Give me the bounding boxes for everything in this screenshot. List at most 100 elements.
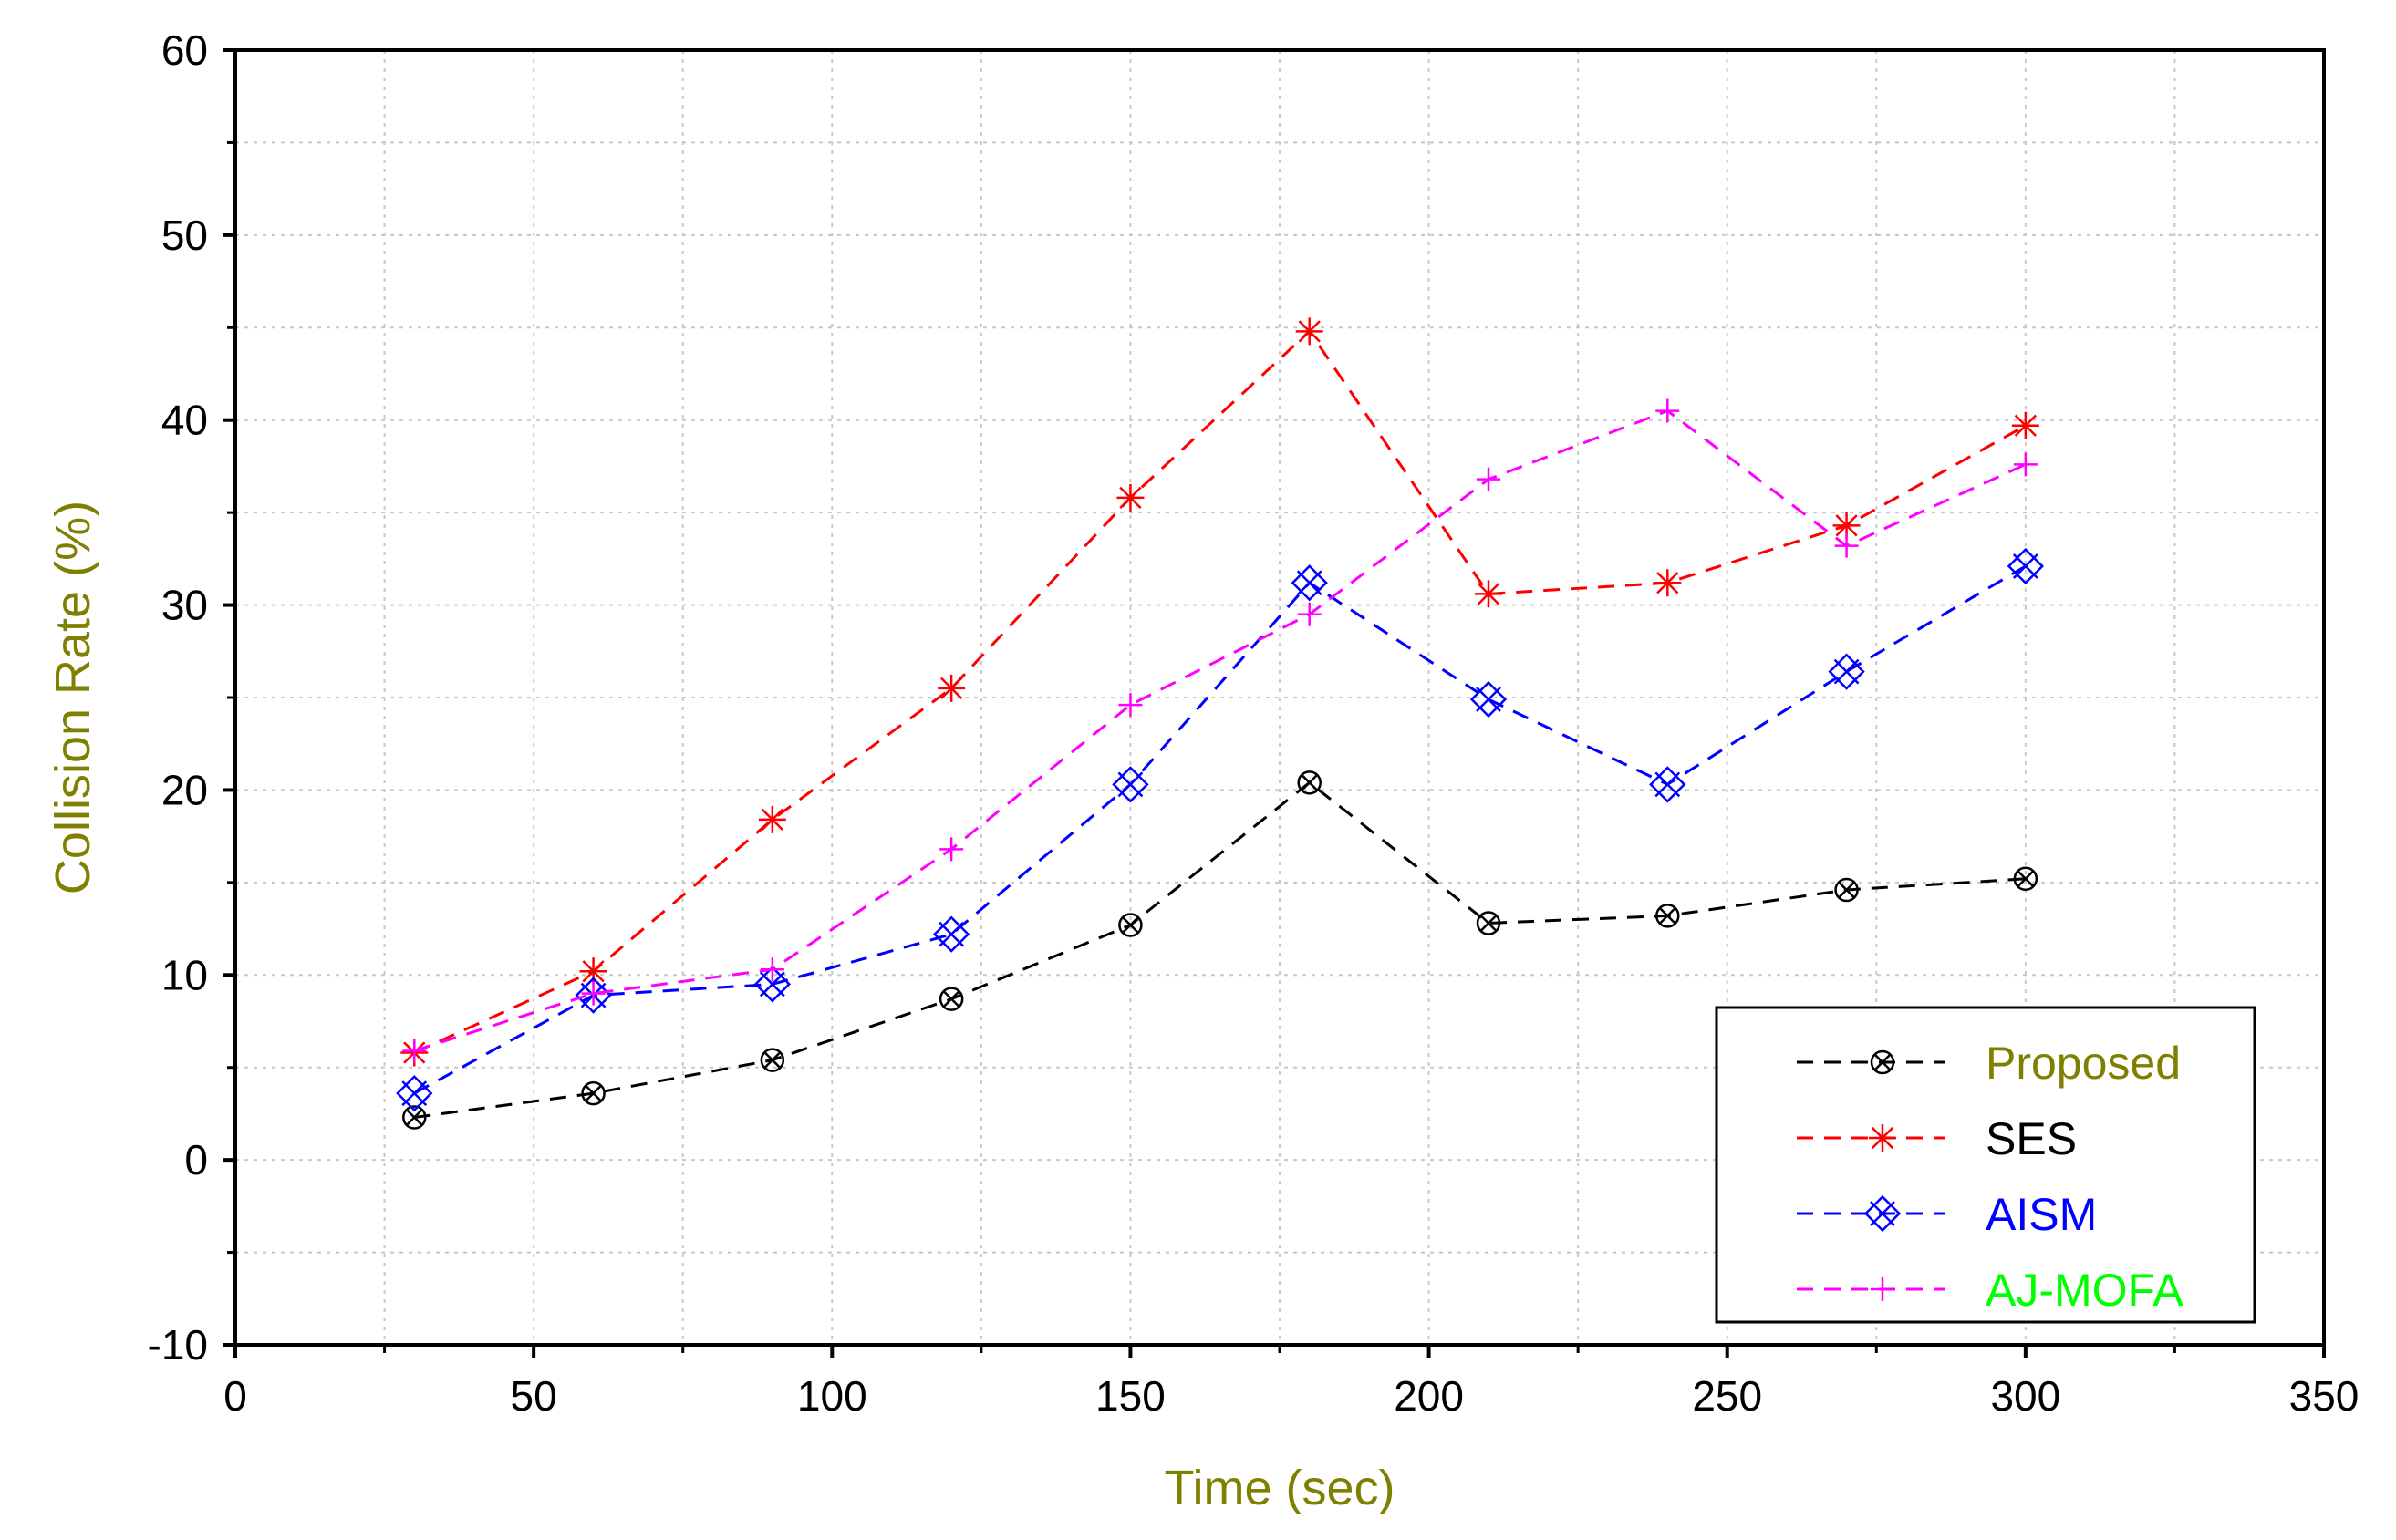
- marker-cross: [1873, 1053, 1892, 1071]
- data-point-ses: [758, 805, 786, 833]
- marker-cross: [405, 1109, 423, 1126]
- x-axis-title: Time (sec): [1165, 1461, 1395, 1515]
- legend-marker: [1871, 1277, 1894, 1301]
- x-tick-label: 350: [2289, 1372, 2360, 1420]
- data-point-aism: [932, 915, 970, 953]
- data-point-aism: [1291, 564, 1328, 602]
- data-point-aism: [1112, 766, 1149, 803]
- marker-stroke: [1477, 583, 1500, 605]
- marker-stroke: [1835, 514, 1858, 537]
- data-point-aism: [753, 966, 792, 1003]
- marker-cross: [2017, 870, 2035, 888]
- legend-marker: [1869, 1124, 1896, 1152]
- legend-label: SES: [1986, 1113, 2077, 1164]
- legend-item-ses: SES: [1797, 1113, 2077, 1164]
- marker-stroke: [761, 808, 783, 832]
- marker-circle: [760, 1048, 785, 1072]
- marker-stroke: [1298, 320, 1321, 343]
- series-line-aj-mofa: [413, 408, 2027, 1052]
- marker-stroke: [582, 960, 605, 983]
- marker-cross: [1479, 915, 1498, 932]
- legend-marker: [1870, 1049, 1895, 1075]
- marker-cross: [1117, 771, 1144, 798]
- axes: 0 50 100 150 200 250 300 350 -10 0 10 20 30 40 50 60: [148, 26, 2360, 1420]
- data-point-ses: [1295, 317, 1323, 346]
- x-tick-label: 250: [1692, 1372, 1762, 1420]
- legend-label: AISM: [1986, 1189, 2097, 1240]
- legend-label: AJ-MOFA: [1986, 1265, 2183, 1316]
- data-point-aism: [2007, 547, 2045, 585]
- marker-cross: [1122, 916, 1139, 934]
- data-point-ses: [2011, 411, 2039, 439]
- marker-cross: [1870, 1201, 1895, 1226]
- data-point-ses: [1654, 569, 1682, 597]
- marker-circle: [1297, 770, 1322, 795]
- data-point-proposed: [1118, 913, 1143, 937]
- y-tick-label: 50: [161, 212, 208, 259]
- marker-circle: [1834, 877, 1859, 903]
- data-point-aj-mofa: [581, 981, 606, 1006]
- data-point-proposed: [1297, 770, 1322, 795]
- legend-box: [1715, 1006, 2256, 1324]
- marker-cross: [942, 990, 960, 1008]
- series-line-ses: [413, 329, 2027, 1054]
- marker-circle: [581, 1080, 606, 1106]
- marker-circle: [2013, 866, 2038, 892]
- y-tick-label: 40: [161, 397, 208, 444]
- data-point-aism: [1469, 680, 1508, 718]
- marker-circle: [1655, 904, 1680, 928]
- x-tick-label: 150: [1095, 1372, 1166, 1420]
- data-point-ses: [1116, 483, 1145, 512]
- marker-stroke: [1119, 486, 1142, 510]
- y-tick-label: 0: [184, 1136, 208, 1183]
- marker-circle: [1870, 1049, 1895, 1075]
- data-point-aj-mofa: [939, 837, 964, 862]
- y-tick-label: 60: [161, 26, 208, 74]
- data-point-aism: [396, 1074, 433, 1112]
- marker-cross: [1301, 773, 1319, 791]
- marker-stroke: [2014, 414, 2037, 437]
- marker-stroke: [1871, 1126, 1894, 1150]
- data-series: [396, 317, 2045, 1130]
- data-point-aj-mofa: [402, 1039, 427, 1063]
- marker-cross: [763, 1051, 782, 1069]
- data-point-proposed: [2013, 866, 2038, 892]
- y-axis-title: Collision Rate (%): [46, 501, 100, 894]
- data-point-proposed: [1834, 877, 1859, 903]
- marker-stroke: [940, 677, 963, 699]
- legend-label: Proposed: [1986, 1038, 2181, 1089]
- marker-cross: [1658, 906, 1676, 925]
- data-point-aj-mofa: [1655, 398, 1680, 423]
- y-tick-label: 30: [161, 582, 208, 629]
- marker-cross: [1838, 881, 1855, 899]
- x-tick-label: 100: [797, 1372, 867, 1420]
- x-tick-label: 50: [511, 1372, 557, 1420]
- legend-item-aism: AISM: [1797, 1189, 2097, 1240]
- data-point-aj-mofa: [1834, 533, 1859, 558]
- marker-cross: [1476, 687, 1501, 712]
- data-point-aj-mofa: [1118, 693, 1143, 718]
- legend: Proposed SES AISM AJ-MOFA: [1715, 1006, 2256, 1324]
- data-point-aism: [1649, 766, 1686, 803]
- marker-circle: [1476, 911, 1501, 935]
- marker-cross: [1296, 570, 1322, 596]
- data-point-aism: [1828, 653, 1865, 690]
- marker-circle: [402, 1105, 427, 1130]
- series-line-aism: [413, 564, 2027, 1095]
- marker-circle: [1118, 913, 1143, 937]
- data-point-proposed: [760, 1048, 785, 1072]
- data-point-aj-mofa: [760, 957, 784, 982]
- legend-marker: [1863, 1194, 1902, 1233]
- marker-circle: [939, 987, 964, 1011]
- marker-cross: [1833, 658, 1860, 685]
- marker-cross: [2012, 553, 2038, 579]
- data-point-ses: [579, 957, 607, 986]
- marker-cross: [939, 921, 965, 947]
- data-point-ses: [1475, 580, 1502, 608]
- data-point-proposed: [1655, 904, 1680, 928]
- y-tick-label: -10: [148, 1321, 208, 1369]
- y-tick-label: 20: [161, 766, 208, 813]
- data-point-proposed: [1476, 911, 1501, 935]
- marker-cross: [585, 1084, 602, 1102]
